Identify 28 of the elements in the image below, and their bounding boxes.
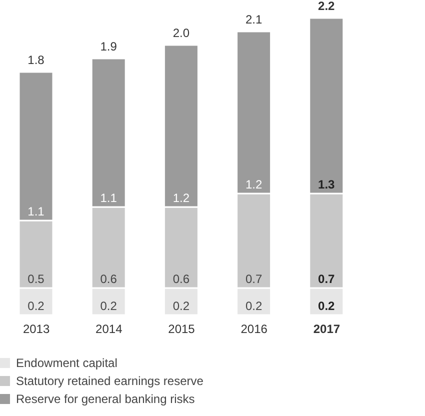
x-tick-label: 2015 <box>168 322 196 336</box>
data-label: 1.2 <box>172 191 190 205</box>
total-label: 2.2 <box>318 0 336 13</box>
data-label: 0.2 <box>100 299 118 313</box>
data-label: 0.2 <box>245 299 262 313</box>
data-label: 1.3 <box>318 178 336 192</box>
legend-label: Endowment capital <box>16 356 118 370</box>
x-tick-label: 2016 <box>240 322 268 336</box>
data-label: 1.1 <box>100 191 118 205</box>
data-label: 0.2 <box>28 299 45 313</box>
total-label: 1.9 <box>100 40 118 54</box>
legend-label: Reserve for general banking risks <box>16 392 195 406</box>
data-label: 1.2 <box>245 178 262 192</box>
data-label: 0.7 <box>245 272 262 286</box>
data-label: 0.6 <box>100 272 118 286</box>
x-tick-label: 2014 <box>96 322 123 336</box>
data-label: 0.2 <box>172 299 190 313</box>
total-label: 2.0 <box>172 26 190 40</box>
data-label: 0.2 <box>318 299 336 313</box>
data-label: 0.6 <box>172 272 190 286</box>
total-label: 1.8 <box>28 53 45 67</box>
x-tick-label: 2017 <box>313 322 340 336</box>
legend-label: Statutory retained earnings reserve <box>16 374 204 388</box>
data-label: 0.5 <box>28 272 45 286</box>
data-label: 0.7 <box>318 272 336 286</box>
x-tick-label: 2013 <box>22 322 50 336</box>
data-label: 1.1 <box>28 204 45 218</box>
total-label: 2.1 <box>245 12 262 26</box>
